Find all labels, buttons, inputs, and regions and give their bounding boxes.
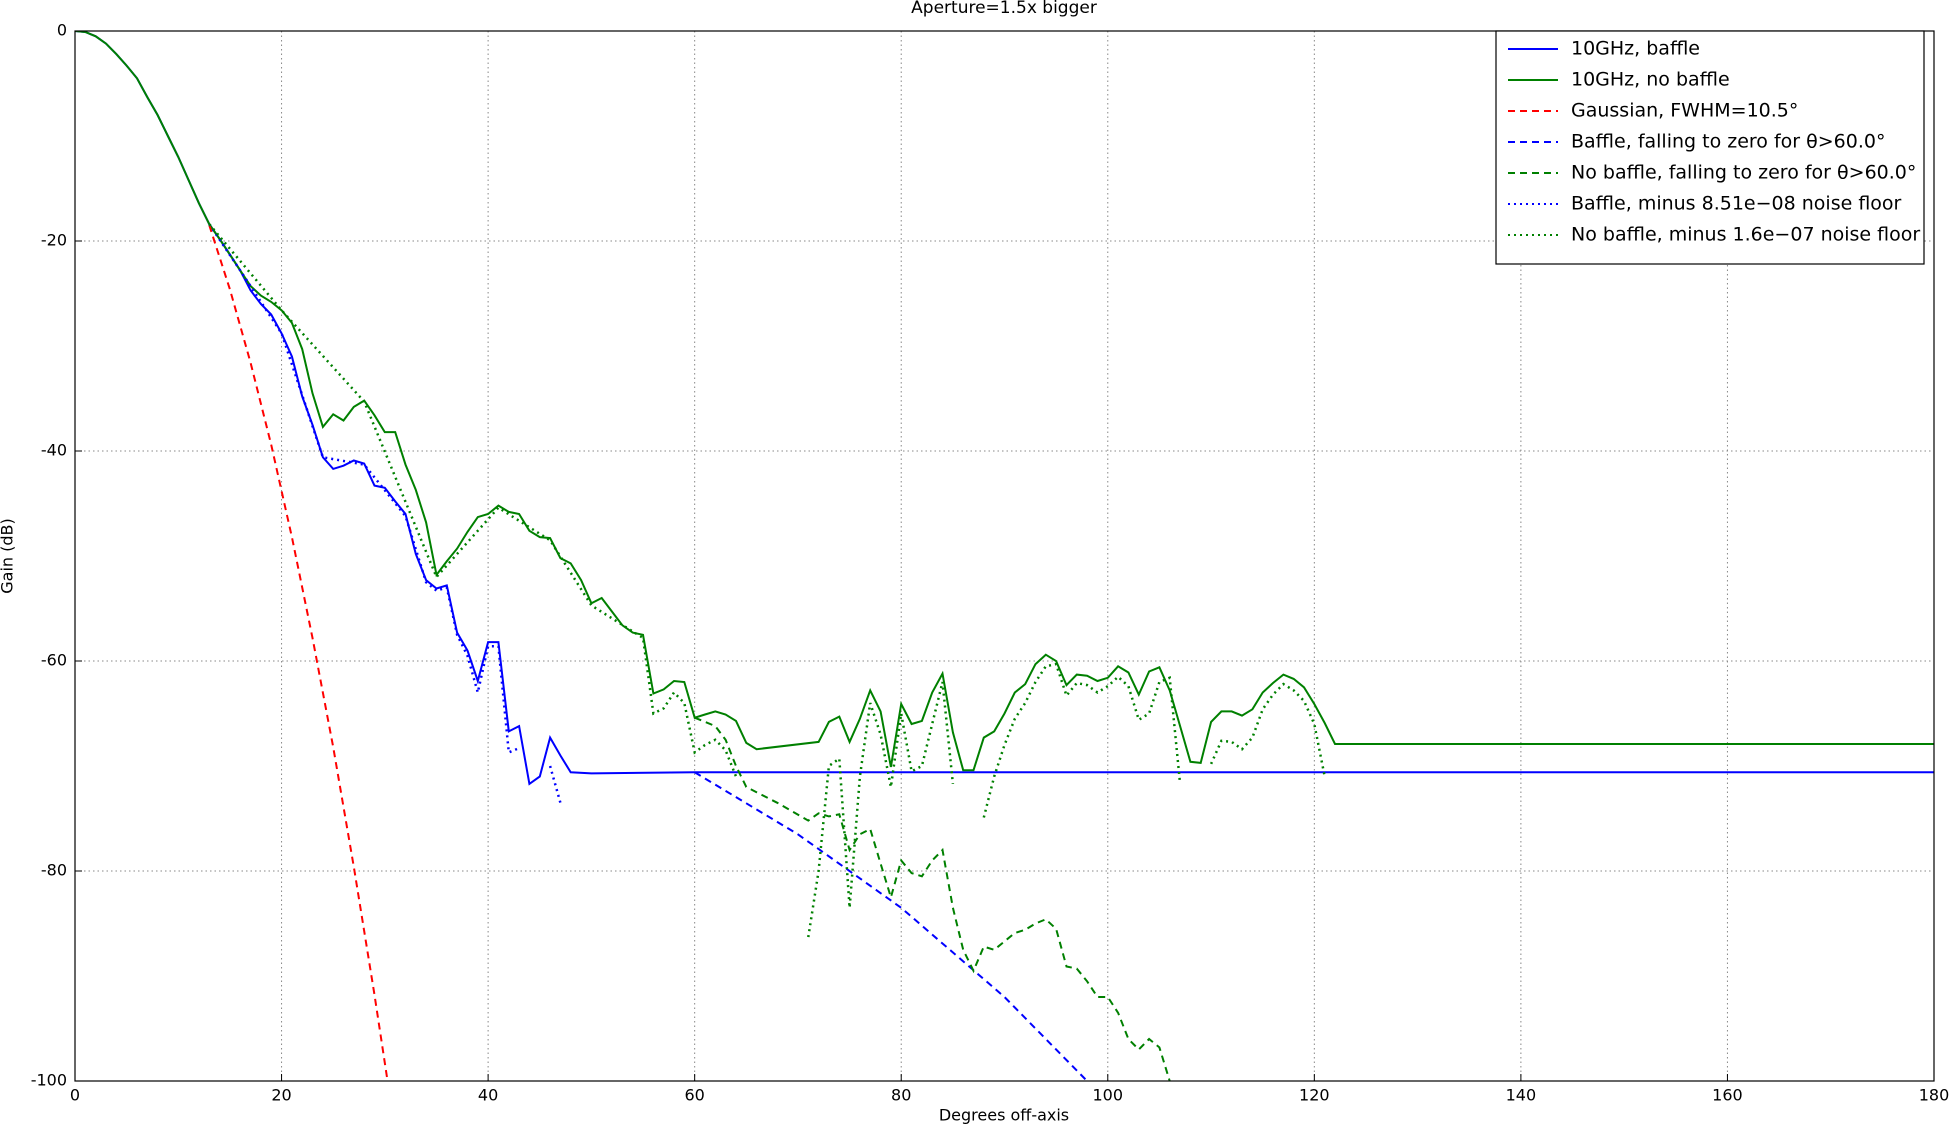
series-line: [694, 771, 1088, 1081]
legend: 10GHz, baffle 10GHz, no baffle Gaussian, F…: [1495, 30, 1925, 265]
x-tick-label: 120: [1299, 1086, 1330, 1105]
legend-box: [1495, 30, 1925, 265]
legend-label: No baffle, minus 1.6e−07 noise floor: [1571, 224, 1920, 246]
y-tick-label: -100: [31, 1071, 67, 1090]
x-tick-label: 60: [684, 1086, 704, 1105]
chart-title: Aperture=1.5x bigger: [911, 0, 1097, 18]
x-tick-label: 0: [70, 1086, 80, 1105]
legend-label: 10GHz, baffle: [1571, 38, 1700, 60]
x-tick-label: 180: [1919, 1086, 1949, 1105]
plot-frame: [74, 30, 1935, 1082]
legend-label: Gaussian, FWHM=10.5°: [1571, 100, 1798, 122]
series-line: [208, 224, 389, 1081]
x-tick-label: 40: [478, 1086, 498, 1105]
series-line: [694, 716, 1171, 1081]
x-tick-label: 160: [1712, 1086, 1743, 1105]
y-tick-label: -20: [41, 231, 67, 250]
legend-label: Baffle, falling to zero for θ>60.0°: [1571, 131, 1885, 153]
x-tick-label: 80: [891, 1086, 911, 1105]
y-tick-label: -40: [41, 441, 67, 460]
y-axis-label: Gain (dB): [0, 518, 17, 594]
x-tick-label: 20: [271, 1086, 291, 1105]
legend-label: No baffle, falling to zero for θ>60.0°: [1571, 162, 1916, 184]
x-tick-label: 100: [1093, 1086, 1124, 1105]
y-tick-label: 0: [57, 21, 67, 40]
x-axis-label: Degrees off-axis: [939, 1106, 1069, 1125]
y-tick-label: -80: [41, 861, 67, 880]
series-line: [208, 223, 562, 804]
plot-lines: [75, 31, 1934, 1081]
x-tick-label: 140: [1506, 1086, 1537, 1105]
y-tick-label: -60: [41, 651, 67, 670]
legend-label: 10GHz, no baffle: [1571, 69, 1730, 91]
series-line: [208, 223, 1326, 938]
legend-label: Baffle, minus 8.51e−08 noise floor: [1571, 193, 1902, 215]
